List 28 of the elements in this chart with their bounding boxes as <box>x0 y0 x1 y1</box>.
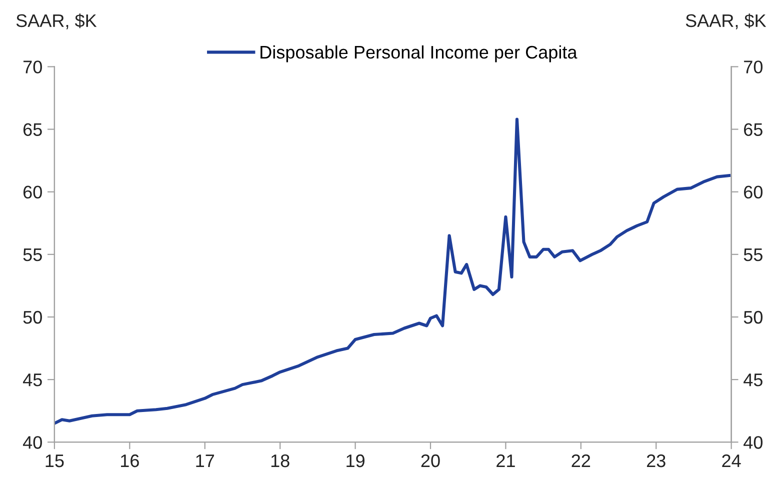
x-tick-label: 19 <box>346 454 364 468</box>
y2-tick-label: 55 <box>744 248 762 262</box>
y2-tick-label: 45 <box>744 374 762 386</box>
x-tick-label: 17 <box>196 454 214 468</box>
y2-axis-title: SAAR, $K <box>686 14 766 30</box>
x-tick-label: 22 <box>572 454 590 468</box>
y2-tick-label: 70 <box>744 60 763 74</box>
y-tick-label: 60 <box>23 186 42 199</box>
y2-tick-label: 50 <box>744 310 763 324</box>
y-tick-label: 65 <box>23 123 42 136</box>
x-tick-label: 20 <box>421 454 440 468</box>
y-tick-label: 50 <box>23 310 42 324</box>
x-tick-label: 21 <box>496 454 515 468</box>
y-tick-label: 45 <box>22 374 42 386</box>
x-tick-label: 18 <box>271 454 290 468</box>
x-tick-label: 23 <box>646 454 666 468</box>
x-tick-label: 16 <box>121 454 139 468</box>
y2-tick-label: 60 <box>744 186 763 199</box>
legend-label: Disposable Personal Income per Capita <box>260 45 578 62</box>
line-series <box>54 118 731 425</box>
y2-tick-label: 40 <box>744 436 763 449</box>
y-tick-label: 40 <box>22 436 42 449</box>
x-tick-label: 24 <box>722 454 741 468</box>
x-tick-label: 15 <box>46 454 64 468</box>
y-tick-label: 55 <box>23 248 42 262</box>
y2-tick-label: 65 <box>744 123 762 136</box>
y-axis-title: SAAR, $K <box>16 14 97 30</box>
y-tick-label: 70 <box>24 60 42 74</box>
